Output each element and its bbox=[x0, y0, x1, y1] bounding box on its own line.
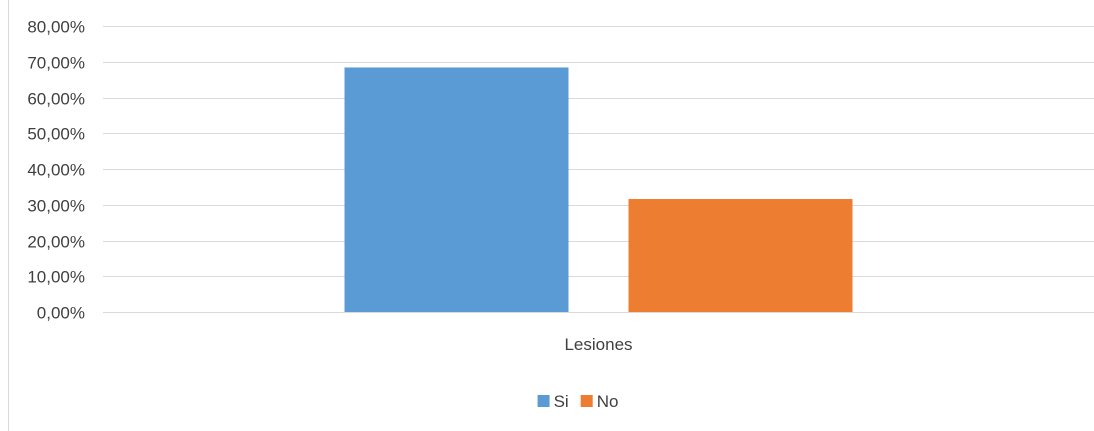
bar-no bbox=[628, 199, 853, 312]
x-category-label: Lesiones bbox=[564, 335, 632, 354]
y-tick-label: 50,00% bbox=[27, 125, 85, 144]
y-tick-label: 10,00% bbox=[27, 268, 85, 287]
y-axis-tick-labels: 0,00% 10,00% 20,00% 30,00% 40,00% 50,00% 60,00… bbox=[27, 18, 85, 323]
y-tick-label: 30,00% bbox=[27, 197, 85, 216]
y-tick-label: 0,00% bbox=[37, 304, 85, 323]
gridlines bbox=[103, 26, 1094, 313]
legend-label-no: No bbox=[597, 392, 619, 411]
chart-frame bbox=[8, 0, 1094, 431]
legend-swatch-si bbox=[537, 395, 550, 407]
y-tick-label: 80,00% bbox=[27, 18, 85, 37]
bar-si bbox=[344, 67, 569, 312]
y-tick-label: 60,00% bbox=[27, 90, 85, 109]
legend: Si No bbox=[537, 392, 619, 411]
y-tick-label: 20,00% bbox=[27, 233, 85, 252]
y-tick-label: 70,00% bbox=[27, 54, 85, 73]
legend-label-si: Si bbox=[554, 392, 569, 411]
x-axis-category-labels: Lesiones bbox=[564, 335, 632, 354]
legend-swatch-no bbox=[580, 395, 593, 407]
y-tick-label: 40,00% bbox=[27, 161, 85, 180]
bars bbox=[344, 67, 853, 312]
